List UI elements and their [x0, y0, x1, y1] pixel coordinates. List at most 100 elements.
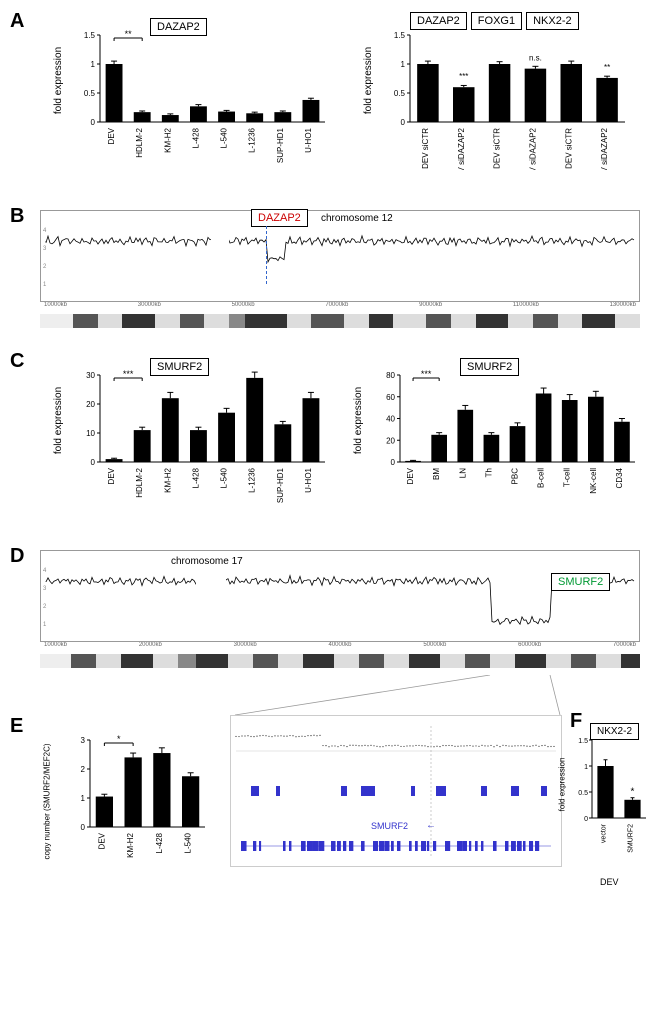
chart-a2-ylabel: fold expression — [363, 47, 374, 114]
svg-text:30: 30 — [86, 371, 95, 380]
svg-text:0.5: 0.5 — [394, 89, 406, 98]
svg-text:KM-H2: KM-H2 — [126, 832, 135, 857]
svg-text:HDLM-2: HDLM-2 — [135, 467, 144, 497]
svg-text:DEV siCTR: DEV siCTR — [493, 128, 502, 169]
svg-text:DEV: DEV — [107, 127, 116, 144]
chart-c2-svg: 020406080DEVBMLNThPBCB-cellT-cellNK-cell… — [370, 360, 640, 510]
svg-text:U-HO1: U-HO1 — [304, 467, 313, 492]
chart-a2-svg: 00.511.5DEV siCTRDEV siDAZAP2DEV siCTRDE… — [380, 20, 630, 170]
chart-e: copy number (SMURF2/MEF2C) 0123DEVKM-H2L… — [60, 725, 210, 875]
svg-text:vector: vector — [601, 823, 608, 843]
svg-text:20: 20 — [386, 436, 395, 445]
svg-text:60: 60 — [386, 393, 395, 402]
svg-text:1.5: 1.5 — [394, 31, 406, 40]
svg-text:DEV siDAZAP2: DEV siDAZAP2 — [528, 127, 537, 170]
chart-c1: SMURF2 fold expression 0102030DEVHDLM-2K… — [70, 360, 330, 510]
svg-text:U-HO1: U-HO1 — [304, 127, 313, 152]
chart-f-ylabel: fold expression — [557, 758, 566, 812]
panel-e: E copy number (SMURF2/MEF2C) 0123DEVKM-H… — [10, 715, 648, 895]
svg-text:KM-H2: KM-H2 — [163, 127, 172, 152]
svg-text:1.5: 1.5 — [84, 31, 96, 40]
chart-e-svg: 0123DEVKM-H2L-428L-540* — [60, 725, 210, 875]
track-d: 1234 SMURF2 chromosome 17 — [40, 550, 640, 642]
svg-text:***: *** — [421, 369, 432, 379]
svg-text:4: 4 — [43, 228, 47, 234]
chart-a1-svg: 00.511.5DEVHDLM-2KM-H2L-428L-540L-1236SU… — [70, 20, 330, 170]
svg-text:Th: Th — [484, 468, 493, 477]
svg-text:DEV: DEV — [406, 467, 415, 484]
panel-b: B 1234 DAZAP2 chromosome 12 10000kb30000… — [10, 205, 648, 335]
svg-text:40: 40 — [386, 415, 395, 424]
svg-text:3: 3 — [43, 586, 47, 592]
svg-text:DEV siDAZAP2: DEV siDAZAP2 — [600, 127, 609, 170]
panel-a: A DAZAP2 fold expression 00.511.5DEVHDLM… — [10, 10, 648, 190]
svg-text:**: ** — [604, 63, 610, 72]
svg-text:←: ← — [426, 820, 436, 831]
svg-text:1: 1 — [43, 622, 47, 628]
chart-a2: DAZAP2 FOXG1 NKX2-2 fold expression 00.5… — [380, 20, 630, 170]
svg-text:DEV siCTR: DEV siCTR — [421, 128, 430, 169]
svg-text:L-428: L-428 — [191, 467, 200, 488]
svg-text:2: 2 — [43, 264, 47, 270]
figure: A DAZAP2 fold expression 00.511.5DEVHDLM… — [10, 10, 648, 895]
track-b-label: DAZAP2 — [251, 209, 308, 227]
chart-f-title: NKX2-2 — [590, 723, 639, 740]
zoom-label: SMURF2 — [371, 821, 408, 831]
track-b: 1 2 3 4 DAZAP2 chromosome 12 — [40, 210, 640, 302]
ideogram-b — [40, 314, 640, 328]
chart-c2-title: SMURF2 — [460, 358, 519, 376]
svg-text:3: 3 — [81, 736, 86, 745]
svg-text:L-1236: L-1236 — [248, 467, 257, 492]
svg-text:BM: BM — [432, 468, 441, 480]
svg-text:L-540: L-540 — [184, 832, 193, 853]
svg-text:**: ** — [125, 29, 133, 39]
chart-c1-title: SMURF2 — [150, 358, 209, 376]
svg-text:L-540: L-540 — [220, 127, 229, 148]
svg-text:B-cell: B-cell — [537, 468, 546, 488]
chart-a2-title3: NKX2-2 — [526, 12, 579, 30]
panel-c-label: C — [10, 350, 24, 373]
chart-f-footer: DEV — [600, 877, 619, 887]
svg-text:DEV siCTR: DEV siCTR — [564, 128, 573, 169]
zoom-browser: ← SMURF2 — [230, 715, 562, 867]
svg-text:20: 20 — [86, 400, 95, 409]
panel-d-label: D — [10, 545, 24, 568]
svg-text:1: 1 — [43, 282, 47, 288]
svg-text:1: 1 — [81, 794, 86, 803]
svg-text:0.5: 0.5 — [84, 89, 96, 98]
svg-text:NK-cell: NK-cell — [589, 468, 598, 494]
svg-text:n.s.: n.s. — [529, 54, 542, 63]
svg-text:2: 2 — [81, 765, 86, 774]
panel-d: D 1234 SMURF2 chromosome 17 10000kb20000… — [10, 545, 648, 675]
svg-text:T-cell: T-cell — [563, 468, 572, 487]
svg-text:L-428: L-428 — [155, 832, 164, 853]
svg-text:2: 2 — [43, 604, 47, 610]
svg-text:L-540: L-540 — [220, 467, 229, 488]
chart-a1-title: DAZAP2 — [150, 18, 207, 36]
chart-a1: DAZAP2 fold expression 00.511.5DEVHDLM-2… — [70, 20, 330, 170]
track-b-chr: chromosome 12 — [321, 213, 393, 224]
svg-text:0.5: 0.5 — [578, 790, 588, 797]
chart-c1-ylabel: fold expression — [53, 387, 64, 454]
zoom-lines — [10, 675, 648, 715]
panel-f-label: F — [570, 710, 582, 733]
chart-c2: SMURF2 fold expression 020406080DEVBMLNT… — [370, 360, 640, 510]
svg-text:4: 4 — [43, 568, 47, 574]
chart-c2-ylabel: fold expression — [353, 387, 364, 454]
svg-text:***: *** — [459, 72, 468, 81]
svg-text:1: 1 — [584, 764, 588, 771]
chart-e-ylabel: copy number (SMURF2/MEF2C) — [43, 710, 52, 860]
chart-f-svg: 00.511.5vectorSMURF2* — [570, 730, 648, 880]
chart-a1-ylabel: fold expression — [53, 47, 64, 114]
svg-text:80: 80 — [386, 371, 395, 380]
svg-text:1.5: 1.5 — [578, 738, 588, 745]
svg-text:10: 10 — [86, 429, 95, 438]
panel-c: C SMURF2 fold expression 0102030DEVHDLM-… — [10, 350, 648, 530]
chart-c1-svg: 0102030DEVHDLM-2KM-H2L-428L-540L-1236SUP… — [70, 360, 330, 510]
svg-text:HDLM-2: HDLM-2 — [135, 127, 144, 157]
svg-text:SMURF2: SMURF2 — [628, 824, 635, 853]
svg-text:*: * — [117, 734, 121, 744]
svg-text:L-1236: L-1236 — [248, 127, 257, 152]
svg-text:3: 3 — [43, 246, 47, 252]
panel-b-label: B — [10, 205, 24, 228]
